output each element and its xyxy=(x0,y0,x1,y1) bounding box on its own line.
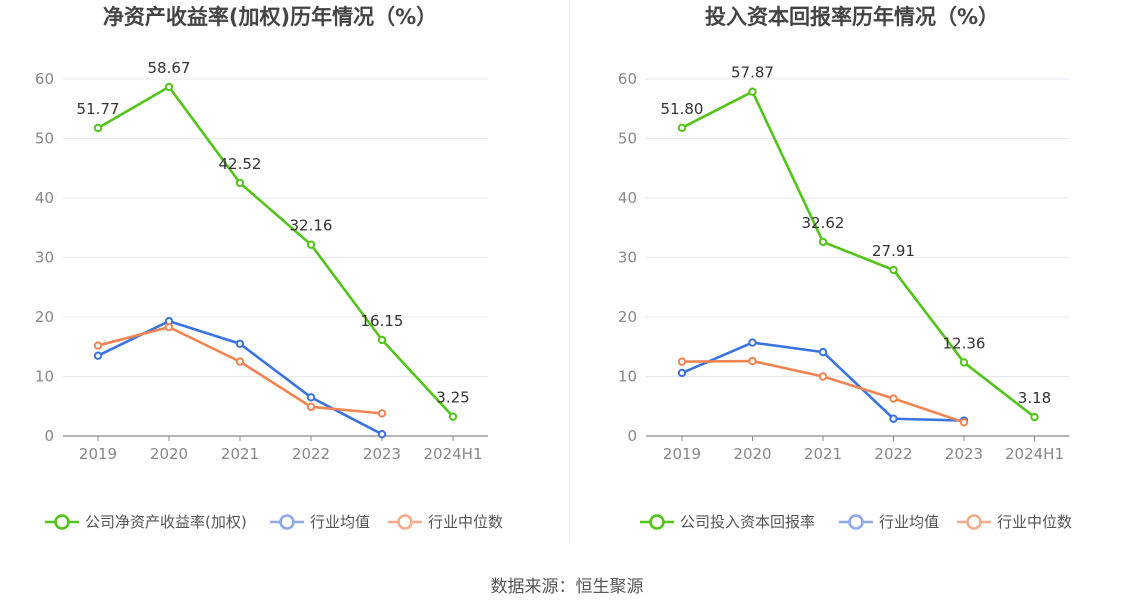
data-point xyxy=(818,237,828,247)
data-point xyxy=(164,322,174,332)
y-tick-label: 50 xyxy=(618,130,637,148)
y-tick-label: 0 xyxy=(627,427,637,445)
legend-marker xyxy=(848,514,864,530)
y-tick-label: 20 xyxy=(35,308,54,326)
x-tick-label: 2020 xyxy=(150,445,188,463)
legend-label: 行业中位数 xyxy=(428,513,503,531)
legend-marker xyxy=(54,514,70,530)
y-tick-label: 60 xyxy=(35,70,54,88)
data-point xyxy=(377,409,387,418)
chart-title: 投入资本回报率历年情况（%） xyxy=(705,5,999,29)
data-point xyxy=(818,372,828,381)
x-tick-label: 2023 xyxy=(945,445,983,463)
data-point xyxy=(889,414,898,423)
data-label: 3.18 xyxy=(1018,389,1051,407)
x-tick-label: 2021 xyxy=(221,445,259,463)
series-line xyxy=(681,359,965,424)
x-tick-label: 2024H1 xyxy=(424,445,483,463)
data-point xyxy=(677,357,687,366)
data-point xyxy=(959,418,969,427)
data-point xyxy=(306,393,316,402)
series-line xyxy=(681,90,1036,419)
data-point xyxy=(959,358,969,367)
data-point xyxy=(164,82,174,92)
data-point xyxy=(677,368,687,378)
y-tick-label: 30 xyxy=(35,249,54,267)
data-label: 42.52 xyxy=(219,155,262,173)
data-point xyxy=(818,347,828,357)
series-line xyxy=(97,85,454,418)
x-tick-label: 2022 xyxy=(874,445,912,463)
chart-panel-1: 净资产收益率(加权)历年情况（%） 0 10 20 30 40 50 60 2019 2020 20… xyxy=(35,5,503,531)
y-tick-label: 40 xyxy=(618,189,637,207)
legend-label: 行业均值 xyxy=(879,513,939,531)
y-tick-label: 40 xyxy=(35,189,54,207)
data-label: 57.87 xyxy=(731,64,774,82)
data-label: 27.91 xyxy=(872,242,915,260)
data-label: 12.36 xyxy=(943,334,986,352)
data-point xyxy=(377,335,387,345)
legend-label: 行业中位数 xyxy=(997,513,1072,531)
y-tick-label: 50 xyxy=(35,130,54,148)
legend-label: 公司净资产收益率(加权) xyxy=(85,513,247,531)
x-tick-label: 2019 xyxy=(663,445,701,463)
data-label: 32.62 xyxy=(802,214,845,232)
data-point xyxy=(93,341,103,350)
legend-marker xyxy=(966,514,982,530)
legend-marker xyxy=(397,514,413,530)
data-point xyxy=(235,178,245,188)
chart-title: 净资产收益率(加权)历年情况（%） xyxy=(103,5,437,29)
y-tick-label: 60 xyxy=(618,70,637,88)
x-tick-label: 2019 xyxy=(79,445,117,463)
data-point xyxy=(748,338,757,347)
data-point xyxy=(93,123,103,133)
data-point xyxy=(889,394,898,403)
data-label: 16.15 xyxy=(361,312,404,330)
x-tick-label: 2021 xyxy=(804,445,842,463)
data-point xyxy=(448,412,458,421)
y-tick-label: 0 xyxy=(44,427,54,445)
panel-divider xyxy=(569,0,570,542)
data-point xyxy=(235,357,245,366)
source-note: 数据来源：恒生聚源 xyxy=(490,577,644,597)
data-point xyxy=(1030,412,1039,422)
data-point xyxy=(748,356,757,366)
data-label: 58.67 xyxy=(148,59,191,77)
data-label: 32.16 xyxy=(290,217,333,235)
data-point xyxy=(235,339,245,348)
data-point xyxy=(377,430,387,439)
y-tick-label: 20 xyxy=(618,308,637,326)
data-point xyxy=(748,87,757,96)
data-point xyxy=(306,240,316,249)
legend-marker xyxy=(649,514,665,530)
y-tick-label: 30 xyxy=(618,249,637,267)
data-point xyxy=(93,351,103,360)
data-point xyxy=(889,265,898,275)
data-point xyxy=(677,123,687,132)
y-tick-label: 10 xyxy=(35,368,54,386)
legend-label: 行业均值 xyxy=(310,513,370,531)
data-point xyxy=(306,402,316,412)
data-label: 51.80 xyxy=(661,100,704,118)
x-tick-label: 2020 xyxy=(733,445,771,463)
chart-panel-2: 投入资本回报率历年情况（%） 0 10 20 30 40 50 60 2019 2020 2021 2… xyxy=(618,5,1072,531)
legend-label: 公司投入资本回报率 xyxy=(680,513,815,531)
x-tick-label: 2024H1 xyxy=(1005,445,1064,463)
series-line xyxy=(97,319,383,436)
x-tick-label: 2022 xyxy=(292,445,330,463)
data-label: 51.77 xyxy=(77,100,120,118)
x-tick-label: 2023 xyxy=(363,445,401,463)
y-tick-label: 10 xyxy=(618,368,637,386)
data-label: 3.25 xyxy=(436,389,469,407)
legend-marker xyxy=(279,514,295,530)
